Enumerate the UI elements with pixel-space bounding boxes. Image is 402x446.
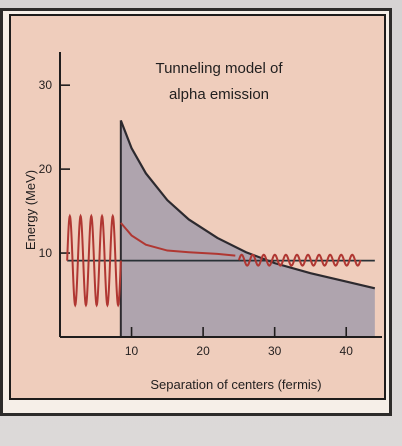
x-tick-label-10: 10 xyxy=(125,344,139,358)
wave-envelope xyxy=(120,222,236,257)
barrier-group xyxy=(119,120,375,337)
x-tick-label-30: 30 xyxy=(268,344,282,358)
chart-title-line-1: Tunneling model of xyxy=(155,60,283,77)
text-group: 10 20 30 10 20 30 40 Tunneling model of alpha em… xyxy=(23,60,353,392)
y-tick-label-10: 10 xyxy=(39,246,53,260)
y-tick-label-20: 20 xyxy=(39,162,53,176)
series-group xyxy=(66,120,376,308)
chart-title-line-2: alpha emission xyxy=(169,86,269,103)
wave-left xyxy=(66,213,122,308)
barrier-fill xyxy=(120,120,375,337)
wave-right xyxy=(237,253,362,267)
barrier-curve xyxy=(119,120,376,290)
x-tick-label-40: 40 xyxy=(340,344,354,358)
y-axis-label: Energy (MeV) xyxy=(23,170,38,250)
y-tick-label-30: 30 xyxy=(39,78,53,92)
x-axis-label: Separation of centers (fermis) xyxy=(150,377,321,392)
x-tick-label-20: 20 xyxy=(196,344,210,358)
